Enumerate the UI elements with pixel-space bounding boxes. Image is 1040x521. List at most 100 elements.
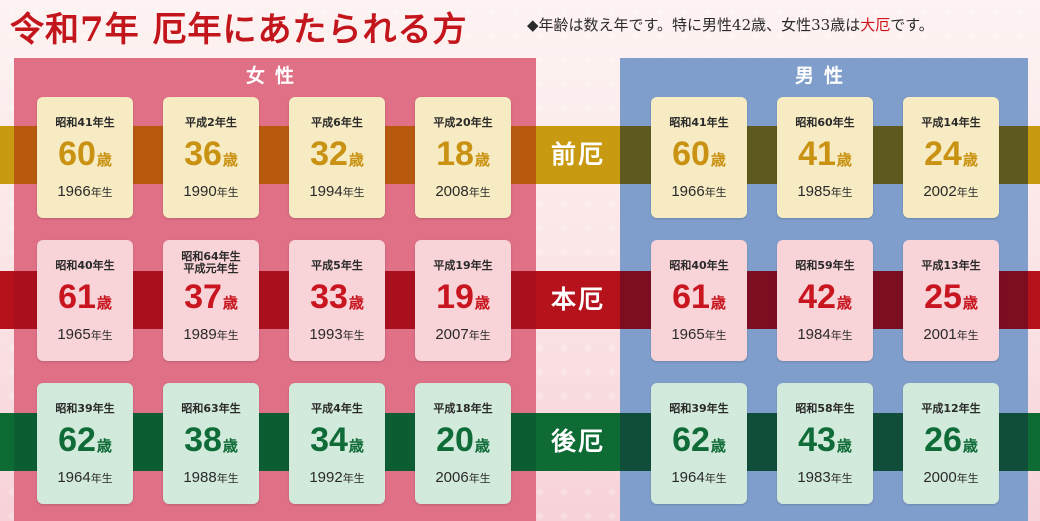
birth-year-number: 1983: [797, 469, 831, 486]
era-line: 平成13年生: [921, 259, 981, 272]
era-line: 平成6年生: [311, 116, 363, 129]
era-line: 昭和40年生: [55, 259, 115, 272]
age-unit: 歳: [836, 438, 852, 455]
age-unit: 歳: [96, 438, 112, 455]
age-number: 37: [184, 278, 222, 316]
age-card: 昭和39年生 62歳 1964年生: [37, 383, 133, 504]
birth-year: 2007年生: [415, 326, 511, 343]
birth-year-number: 1964: [671, 469, 705, 486]
age-number: 61: [58, 278, 96, 316]
age-value: 18歳: [415, 135, 511, 180]
birth-year-suffix: 年生: [956, 330, 979, 342]
age-unit: 歳: [222, 295, 238, 312]
era-label: 平成2年生: [163, 117, 259, 129]
era-label: 昭和64年生 平成元年生: [163, 251, 259, 275]
birth-year-suffix: 年生: [468, 473, 491, 485]
age-number: 62: [672, 421, 710, 459]
era-line: 平成19年生: [433, 259, 493, 272]
age-card: 平成19年生 19歳 2007年生: [415, 240, 511, 361]
age-unit: 歳: [962, 152, 978, 169]
birth-year-suffix: 年生: [216, 473, 239, 485]
birth-year-suffix: 年生: [468, 187, 491, 199]
birth-year-number: 1992: [309, 469, 343, 486]
age-value: 61歳: [37, 278, 133, 323]
age-value: 33歳: [289, 278, 385, 323]
birth-year-number: 1988: [183, 469, 217, 486]
age-card: 昭和59年生 42歳 1984年生: [777, 240, 873, 361]
age-value: 25歳: [903, 278, 999, 323]
birth-year-suffix: 年生: [830, 330, 853, 342]
age-unit: 歳: [836, 152, 852, 169]
birth-year-suffix: 年生: [90, 330, 113, 342]
age-card: 昭和58年生 43歳 1983年生: [777, 383, 873, 504]
age-card: 昭和60年生 41歳 1985年生: [777, 97, 873, 218]
age-unit: 歳: [96, 152, 112, 169]
era-label: 昭和63年生: [163, 403, 259, 415]
age-number: 34: [310, 421, 348, 459]
age-unit: 歳: [474, 295, 490, 312]
birth-year: 1990年生: [163, 183, 259, 200]
birth-year-number: 1964: [57, 469, 91, 486]
age-value: 36歳: [163, 135, 259, 180]
age-card: 昭和40年生 61歳 1965年生: [651, 240, 747, 361]
birth-year: 1966年生: [37, 183, 133, 200]
age-unit: 歳: [962, 295, 978, 312]
age-value: 34歳: [289, 421, 385, 466]
birth-year: 1984年生: [777, 326, 873, 343]
birth-year: 1985年生: [777, 183, 873, 200]
age-unit: 歳: [348, 152, 364, 169]
birth-year: 2008年生: [415, 183, 511, 200]
age-card: 平成18年生 20歳 2006年生: [415, 383, 511, 504]
era-label: 平成14年生: [903, 117, 999, 129]
era-line: 平成18年生: [433, 402, 493, 415]
age-unit: 歳: [474, 152, 490, 169]
era-label: 昭和40年生: [651, 260, 747, 272]
birth-year-number: 1966: [671, 183, 705, 200]
age-number: 41: [798, 135, 836, 173]
age-unit: 歳: [710, 438, 726, 455]
birth-year-number: 1966: [57, 183, 91, 200]
age-unit: 歳: [222, 152, 238, 169]
band-atoyaku: 後厄: [0, 413, 1040, 471]
age-value: 20歳: [415, 421, 511, 466]
era-label: 昭和60年生: [777, 117, 873, 129]
age-value: 61歳: [651, 278, 747, 323]
age-number: 20: [436, 421, 474, 459]
birth-year-suffix: 年生: [704, 473, 727, 485]
era-label: 平成6年生: [289, 117, 385, 129]
age-unit: 歳: [962, 438, 978, 455]
era-label: 平成19年生: [415, 260, 511, 272]
birth-year-suffix: 年生: [956, 187, 979, 199]
era-label: 平成12年生: [903, 403, 999, 415]
birth-year-suffix: 年生: [342, 330, 365, 342]
note-suffix: です。: [890, 16, 934, 34]
age-value: 62歳: [37, 421, 133, 466]
age-unit: 歳: [836, 295, 852, 312]
birth-year-number: 1984: [797, 326, 831, 343]
era-label: 昭和39年生: [37, 403, 133, 415]
birth-year-suffix: 年生: [704, 330, 727, 342]
birth-year-number: 1985: [797, 183, 831, 200]
age-value: 19歳: [415, 278, 511, 323]
era-label: 平成20年生: [415, 117, 511, 129]
birth-year-number: 2007: [435, 326, 469, 343]
age-value: 41歳: [777, 135, 873, 180]
age-number: 26: [924, 421, 962, 459]
age-value: 38歳: [163, 421, 259, 466]
age-unit: 歳: [348, 438, 364, 455]
era-label: 昭和40年生: [37, 260, 133, 272]
age-value: 43歳: [777, 421, 873, 466]
age-card: 平成5年生 33歳 1993年生: [289, 240, 385, 361]
band-honyaku: 本厄: [0, 271, 1040, 329]
birth-year-number: 1965: [57, 326, 91, 343]
page-title: 令和7年 厄年にあたられる方: [10, 10, 468, 50]
birth-year-suffix: 年生: [216, 330, 239, 342]
era-line-alt: 平成元年生: [183, 262, 239, 275]
era-line: 平成4年生: [311, 402, 363, 415]
era-label: 昭和59年生: [777, 260, 873, 272]
age-value: 60歳: [651, 135, 747, 180]
birth-year-number: 2006: [435, 469, 469, 486]
era-line: 平成20年生: [433, 116, 493, 129]
birth-year-suffix: 年生: [830, 473, 853, 485]
birth-year-suffix: 年生: [216, 187, 239, 199]
